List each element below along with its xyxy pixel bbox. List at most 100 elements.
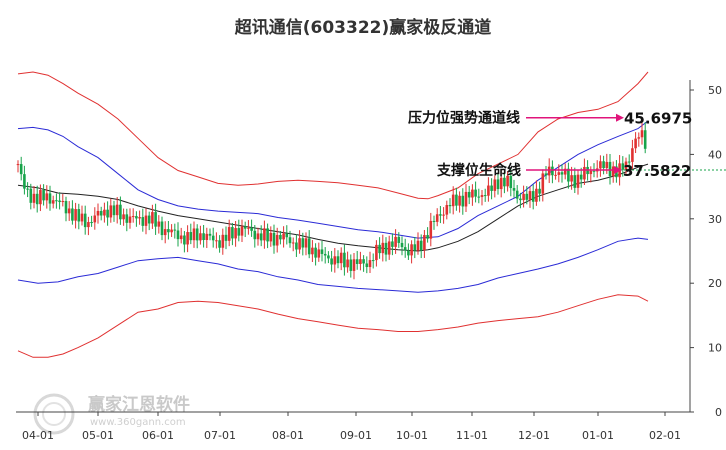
price-candle bbox=[170, 229, 173, 233]
price-candle bbox=[301, 238, 305, 248]
price-candle bbox=[298, 238, 301, 250]
price-candle bbox=[119, 204, 122, 220]
price-candle bbox=[275, 234, 279, 246]
y-tick-label: 20 bbox=[708, 277, 722, 290]
watermark-name: 赢家江恩软件 bbox=[88, 394, 190, 415]
price-candle bbox=[432, 220, 436, 222]
price-candle bbox=[205, 233, 209, 240]
price-candle bbox=[570, 175, 573, 182]
price-candle bbox=[551, 166, 554, 176]
price-candle bbox=[592, 170, 596, 172]
price-candle bbox=[35, 193, 39, 205]
pressure-arrow-head-icon bbox=[616, 113, 624, 122]
price-candle bbox=[215, 240, 218, 242]
x-tick-label: 11-01 bbox=[456, 429, 488, 442]
price-candle bbox=[384, 242, 388, 255]
price-candle bbox=[640, 130, 644, 138]
price-candle bbox=[538, 188, 541, 194]
price-candle bbox=[19, 164, 23, 175]
price-candle bbox=[90, 222, 93, 224]
price-candle bbox=[464, 191, 468, 207]
price-candle bbox=[314, 247, 317, 258]
support-label: 支撑位生命线 bbox=[436, 162, 521, 179]
price-candle bbox=[144, 215, 148, 226]
price-candle bbox=[96, 210, 100, 216]
price-candle bbox=[26, 188, 29, 190]
price-candle bbox=[240, 226, 244, 236]
price-candle bbox=[141, 217, 145, 226]
price-candle bbox=[183, 235, 186, 245]
price-candle bbox=[445, 205, 449, 215]
price-candle bbox=[67, 208, 71, 214]
price-candle bbox=[243, 226, 247, 229]
price-candle bbox=[515, 190, 519, 199]
y-tick-label: 30 bbox=[708, 213, 722, 226]
price-candle bbox=[202, 233, 205, 240]
price-candle bbox=[480, 195, 484, 197]
price-candle bbox=[400, 242, 404, 248]
price-candle bbox=[576, 174, 580, 188]
price-candle bbox=[368, 260, 372, 268]
price-candle bbox=[458, 195, 461, 206]
price-candle bbox=[160, 221, 164, 236]
price-candle bbox=[259, 233, 263, 241]
price-candle bbox=[499, 177, 503, 190]
price-candle bbox=[48, 193, 52, 204]
price-candle bbox=[599, 161, 602, 169]
price-candle bbox=[554, 174, 557, 176]
price-candle bbox=[624, 161, 628, 170]
x-tick-label: 02-01 bbox=[649, 429, 681, 442]
price-candle bbox=[135, 216, 138, 219]
price-candle bbox=[509, 175, 513, 189]
price-candle bbox=[285, 233, 289, 238]
price-candle bbox=[346, 259, 349, 268]
price-candle bbox=[138, 217, 141, 219]
price-candle bbox=[208, 233, 212, 236]
price-candle bbox=[234, 228, 237, 239]
price-candle bbox=[106, 209, 109, 218]
y-tick-label: 10 bbox=[708, 342, 722, 355]
channel-line-outer-lower bbox=[17, 294, 649, 358]
plot-area bbox=[16, 71, 649, 358]
x-tick-label: 12-01 bbox=[518, 429, 550, 442]
price-candle bbox=[471, 189, 474, 198]
price-candle bbox=[589, 170, 593, 175]
price-candle bbox=[179, 235, 183, 240]
price-candle bbox=[602, 161, 605, 169]
price-candle bbox=[266, 228, 269, 242]
price-candle bbox=[426, 235, 429, 239]
x-tick-label: 05-01 bbox=[82, 429, 114, 442]
price-candle bbox=[307, 238, 311, 255]
price-candle bbox=[45, 193, 49, 201]
chart-title: 超讯通信(603322)赢家极反通道 bbox=[235, 17, 492, 38]
price-candle bbox=[151, 212, 154, 224]
price-candle bbox=[74, 209, 77, 221]
price-candle bbox=[269, 232, 273, 242]
price-candle bbox=[291, 242, 295, 244]
price-candle bbox=[55, 200, 58, 202]
price-candle bbox=[327, 255, 330, 259]
price-candle bbox=[407, 250, 410, 256]
price-candle bbox=[224, 234, 228, 241]
price-candle bbox=[343, 252, 346, 268]
price-candle bbox=[173, 229, 177, 231]
x-axis: 04-01 05-01 06-01 07-01 08-01 09-01 10-01 11-01… bbox=[16, 411, 690, 442]
price-candle bbox=[109, 205, 113, 218]
x-tick-label: 10-01 bbox=[396, 429, 428, 442]
y-tick-label: 0 bbox=[715, 406, 722, 419]
price-candle bbox=[304, 238, 308, 248]
price-candle bbox=[496, 179, 500, 190]
price-candle bbox=[528, 191, 532, 200]
watermark-logo-icon bbox=[33, 393, 75, 435]
price-candle bbox=[122, 214, 125, 220]
price-candle bbox=[643, 130, 647, 149]
price-candle bbox=[512, 188, 516, 191]
price-candle bbox=[493, 179, 497, 191]
price-candle bbox=[51, 200, 55, 204]
x-tick-label: 06-01 bbox=[142, 429, 174, 442]
price-candle bbox=[71, 208, 74, 221]
price-candle bbox=[541, 173, 545, 194]
price-candle bbox=[211, 235, 215, 241]
x-tick-label: 07-01 bbox=[204, 429, 236, 442]
price-candle bbox=[362, 259, 365, 264]
